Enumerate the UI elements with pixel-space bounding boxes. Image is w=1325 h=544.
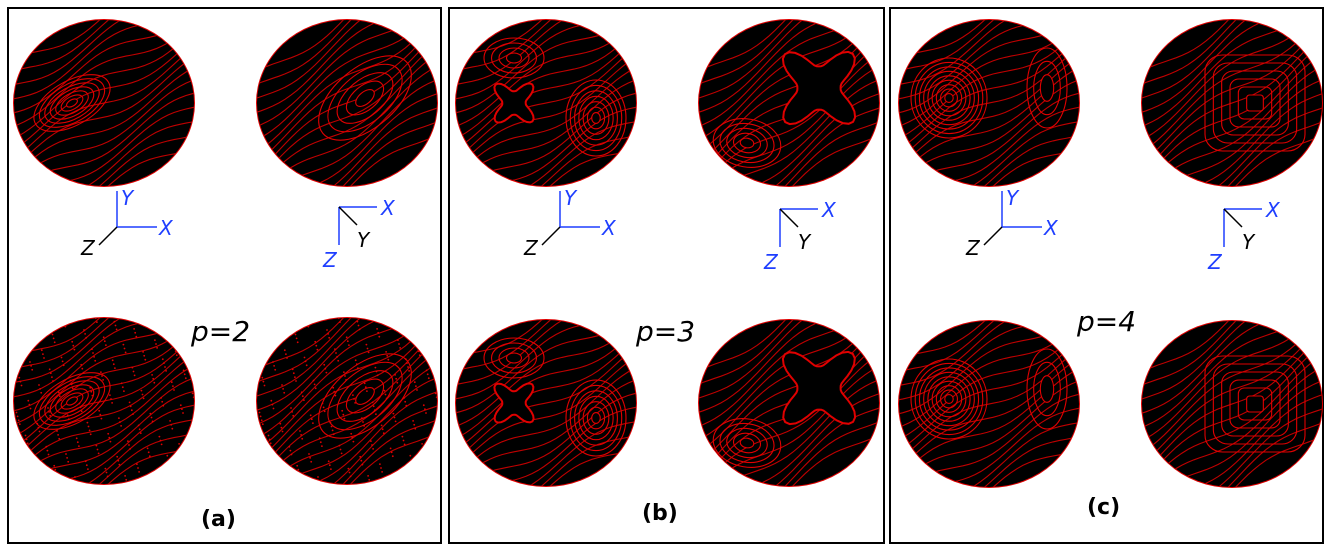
- y-axis-label: Y: [798, 230, 812, 254]
- sphere-bottom-left: [897, 319, 1081, 489]
- poincare-section-bottom-right: [1141, 320, 1323, 488]
- y-axis-line: [779, 208, 799, 228]
- y-axis-label: Y: [1242, 230, 1256, 254]
- y-axis-line: [338, 206, 358, 226]
- poincare-section-bottom-left: [455, 319, 637, 487]
- y-axis-label: Y: [1006, 186, 1020, 210]
- z-axis-label: Z: [1207, 250, 1223, 274]
- parameter-label: p=2: [191, 315, 251, 348]
- x-axis-label: X: [1043, 216, 1059, 240]
- sphere-top-right: [697, 18, 881, 188]
- sphere-bottom-right: [255, 316, 439, 486]
- poincare-section-top-right: [1141, 19, 1323, 187]
- poincare-section-top-left: [898, 19, 1080, 187]
- panel-caption: (c): [1087, 495, 1121, 520]
- z-axis-line: [98, 226, 118, 246]
- poincare-section-bottom-right: [698, 319, 880, 487]
- sphere-top-right: [1140, 18, 1324, 188]
- z-axis-line: [983, 226, 1003, 246]
- sphere-top-right: [255, 18, 439, 188]
- z-axis-label: Z: [965, 236, 981, 260]
- poincare-section-top-right: [256, 19, 438, 187]
- z-axis-label: Z: [322, 248, 338, 272]
- panel-caption: (a): [201, 507, 236, 532]
- sphere-top-left: [897, 18, 1081, 188]
- z-axis-label: Z: [80, 236, 96, 260]
- poincare-section-top-right: [698, 19, 880, 187]
- x-axis-label: X: [380, 196, 396, 220]
- sphere-bottom-right: [1140, 319, 1324, 489]
- sphere-bottom-right: [697, 318, 881, 488]
- poincare-section-top-left: [13, 19, 195, 187]
- sphere-top-left: [454, 18, 638, 188]
- y-axis-label: Y: [357, 228, 371, 252]
- x-axis-label: X: [601, 216, 617, 240]
- sphere-top-left: [12, 18, 196, 188]
- panel-caption: (b): [642, 501, 678, 526]
- x-axis-label: X: [158, 216, 174, 240]
- poincare-section-top-left: [455, 19, 637, 187]
- poincare-section-bottom-right: [256, 317, 438, 485]
- z-axis-label: Z: [763, 250, 779, 274]
- y-axis-line: [1223, 208, 1243, 228]
- parameter-label: p=3: [636, 315, 696, 348]
- sphere-bottom-left: [454, 318, 638, 488]
- z-axis-line: [541, 226, 561, 246]
- poincare-section-bottom-left: [898, 320, 1080, 488]
- y-axis-label: Y: [121, 186, 135, 210]
- sphere-bottom-left: [12, 316, 196, 486]
- parameter-label: p=4: [1077, 305, 1137, 338]
- x-axis-label: X: [1265, 198, 1281, 222]
- z-axis-label: Z: [523, 236, 539, 260]
- x-axis-label: X: [821, 198, 837, 222]
- poincare-section-bottom-left: [13, 317, 195, 485]
- y-axis-label: Y: [564, 186, 578, 210]
